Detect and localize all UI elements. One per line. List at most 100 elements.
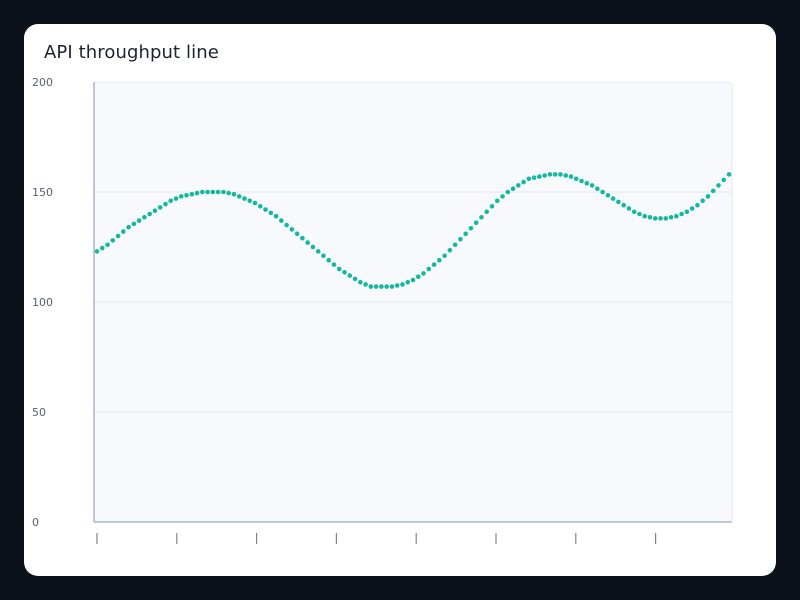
line-point [679,211,684,217]
line-point [394,283,400,288]
line-point [405,279,411,285]
line-point [463,231,468,237]
line-point [368,284,374,289]
line-point [184,193,189,198]
line-point [500,194,505,199]
line-point [126,224,131,230]
line-point [526,176,532,182]
line-point [210,189,216,195]
line-point [110,238,116,243]
line-point [252,200,258,206]
line-point [142,215,147,220]
line-point [431,262,437,267]
line-point [136,218,142,223]
line-point [721,177,727,183]
line-point [610,196,616,201]
line-point [579,178,584,184]
line-point [279,218,284,223]
line-point [531,175,537,180]
line-point [558,172,563,177]
y-tick-label: 0 [32,516,39,529]
line-point [705,194,711,199]
line-point [621,202,626,208]
line-point [221,189,226,195]
line-point [447,248,453,253]
y-tick-label: 150 [32,186,53,199]
line-point [300,235,305,241]
line-point [178,194,184,199]
line-point [289,227,295,232]
line-point [352,276,358,282]
line-point [521,179,526,185]
line-point [589,183,595,188]
line-point [105,242,110,248]
line-point [215,189,221,195]
line-point [684,209,690,215]
line-point [658,216,663,221]
line-point [99,245,105,251]
line-point [458,237,463,242]
line-point [131,221,137,227]
line-point [674,213,679,219]
line-point [516,183,521,188]
line-point [400,282,405,287]
line-point [410,277,416,283]
line-point [305,240,310,245]
line-point [584,180,590,186]
line-point [173,196,179,201]
line-point [189,191,195,197]
chart-title: API throughput line [44,42,219,63]
line-point [200,189,205,195]
line-point [631,209,637,215]
line-point [437,257,442,263]
line-point [568,174,574,179]
line-point [716,183,721,188]
line-point [494,198,500,204]
line-point [242,196,247,201]
line-point [647,215,653,220]
line-point [236,194,242,199]
line-point [347,273,353,278]
y-tick-label: 50 [32,406,46,419]
line-point [231,191,237,197]
line-point [94,249,100,254]
line-point [563,173,569,178]
line-point [294,231,300,237]
line-point [600,189,605,195]
line-point [642,213,648,219]
line-point [484,209,490,215]
line-point [652,216,658,221]
line-point [668,215,674,220]
line-point [415,274,421,280]
line-point [257,204,263,209]
line-point [157,205,163,210]
line-point [163,201,168,207]
line-point [363,282,368,287]
line-point [152,208,158,213]
line-point [700,198,705,204]
line-point [695,202,700,208]
line-point [315,249,321,254]
line-point [473,220,479,226]
y-tick-label: 100 [32,296,53,309]
line-point [489,204,495,209]
line-point [168,198,174,204]
line-point [115,233,121,239]
line-point [121,229,126,234]
line-point [595,186,600,191]
line-point [384,284,389,289]
line-point [547,172,553,177]
line-point [442,253,447,259]
line-point [326,257,332,263]
line-point [552,172,558,177]
line-point [726,172,732,177]
line-point [194,190,200,196]
line-point [273,213,279,219]
line-point [205,189,210,195]
line-point [336,266,342,272]
line-point [468,226,474,231]
line-point [510,186,516,191]
line-point [710,188,716,194]
line-point [373,284,379,289]
